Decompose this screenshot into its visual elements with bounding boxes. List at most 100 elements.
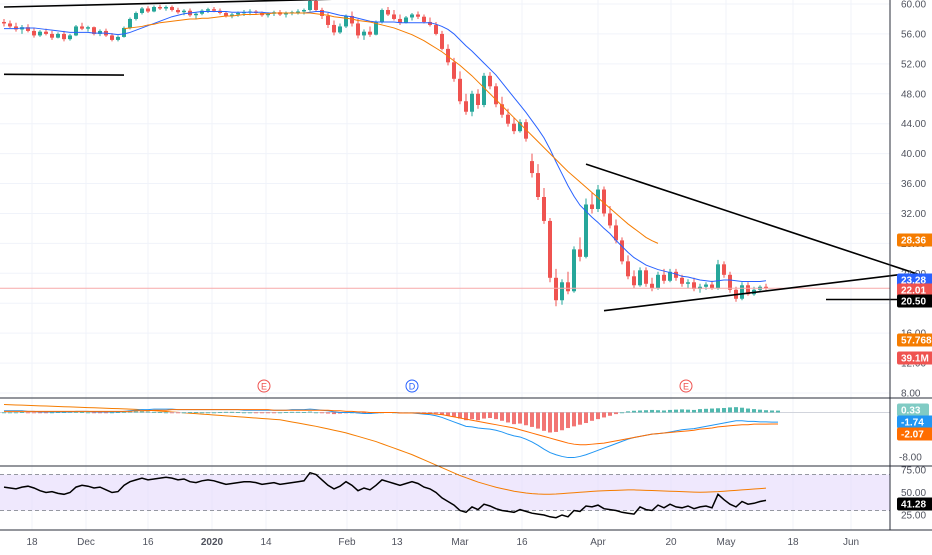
value-badge: 20.50 (897, 294, 932, 308)
macd-histogram-bar (458, 412, 462, 419)
rsi-line (3, 471, 767, 519)
value-badge-bg (897, 403, 929, 417)
macd-histogram-bar (80, 412, 84, 413)
trendline[interactable] (603, 274, 899, 312)
macd-histogram-bar (8, 412, 12, 414)
candle-body (128, 18, 132, 28)
candle-body (326, 15, 330, 25)
event-marker[interactable]: E (679, 379, 693, 393)
candle-body (638, 270, 642, 286)
candle-body (458, 78, 462, 102)
candle-body (740, 285, 744, 299)
candle-body (464, 101, 468, 112)
price-tick-label: 60.00 (901, 0, 926, 11)
candle-body (686, 282, 690, 284)
macd-histogram-bar (320, 412, 324, 414)
value-badge: 28.36 (897, 233, 932, 247)
candle-body (764, 286, 768, 289)
pane-dividers (0, 0, 932, 531)
value-badge: 0.33 (897, 403, 929, 417)
macd-histogram-bar (326, 412, 330, 414)
macd-histogram-bar (476, 412, 480, 421)
time-scale[interactable]: 18 Dec 16 2020 14 Feb 13 Mar 16 Apr 20 May 18 Jun (26, 537, 859, 548)
macd-histogram-bar (206, 412, 210, 414)
candle-body (476, 93, 480, 105)
candle-body (422, 16, 426, 22)
macd-histogram-bar (314, 412, 318, 414)
macd-histogram-bar (746, 408, 750, 413)
candle-body (596, 189, 600, 209)
candle-body (524, 122, 528, 139)
candle-body (350, 15, 354, 24)
macd-histogram-bar (506, 412, 510, 423)
candle-body (8, 23, 12, 27)
macd-histogram-bar (338, 412, 342, 414)
macd-histogram-bar (92, 412, 96, 414)
candle-body (692, 282, 696, 290)
candle-body (56, 33, 60, 38)
candle-body (536, 173, 540, 198)
candle-body (224, 12, 228, 16)
time-tick-label: 20 (665, 537, 677, 548)
time-tick-label: 18 (26, 537, 38, 548)
candle-body (62, 33, 66, 40)
macd-histogram-bar (86, 412, 90, 414)
macd-histogram-bar (44, 412, 48, 414)
trendline[interactable] (3, 0, 382, 8)
macd-histogram-bar (38, 412, 42, 414)
time-tick-label: Mar (451, 537, 469, 548)
candle-body (602, 189, 606, 214)
macd-histogram-bar (200, 412, 204, 414)
signal-line (4, 409, 778, 446)
macd-histogram-bar (710, 408, 714, 413)
candle-body (434, 24, 438, 34)
macd-histogram-bar (302, 412, 306, 413)
candle-body (518, 122, 522, 132)
macd-histogram-bar (362, 412, 366, 414)
candle-body (86, 27, 90, 29)
event-marker[interactable]: E (257, 379, 271, 393)
macd-histogram-bar (632, 410, 636, 413)
value-badge-text: -2.07 (901, 430, 924, 441)
trendline[interactable] (3, 73, 125, 76)
candle-body (704, 284, 708, 287)
time-tick-label: 14 (260, 537, 272, 548)
macd-histogram-bar (440, 412, 444, 415)
macd-histogram-bar (500, 412, 504, 421)
candle-body (410, 14, 414, 18)
macd-histogram-bar (758, 409, 762, 413)
value-badge: -1.74 (897, 415, 932, 429)
candle-body (368, 31, 372, 35)
trendlines[interactable] (3, 0, 932, 312)
candle-body (332, 24, 336, 33)
candle-body (470, 93, 474, 112)
trendline[interactable] (585, 163, 932, 281)
value-badge: 23.28 (897, 273, 932, 287)
candle-body (182, 10, 186, 13)
candle-body (236, 12, 240, 15)
candle-body (632, 276, 636, 286)
candle-body (668, 271, 672, 281)
event-marker-circle (405, 379, 419, 393)
candle-body (404, 17, 408, 23)
value-badge: 22.01 (897, 283, 932, 297)
moving-averages (0, 10, 890, 289)
macd-histogram-bar (242, 412, 246, 414)
value-badge: 39.1M (897, 351, 932, 365)
macd-histogram-bar (572, 412, 576, 427)
candle-body (662, 274, 666, 281)
macd-histogram-bar (104, 412, 108, 414)
macd-histogram-bar (428, 412, 432, 414)
candle-body (170, 6, 174, 10)
value-badge-bg (897, 333, 932, 347)
candle-body (584, 204, 588, 257)
value-badge-text: -1.74 (901, 418, 924, 429)
event-marker[interactable]: D (405, 379, 419, 393)
macd-histogram-bar (566, 412, 570, 429)
macd-histogram-bar (722, 407, 726, 413)
macd-histogram-bar (518, 412, 522, 424)
candle-body (614, 225, 618, 241)
